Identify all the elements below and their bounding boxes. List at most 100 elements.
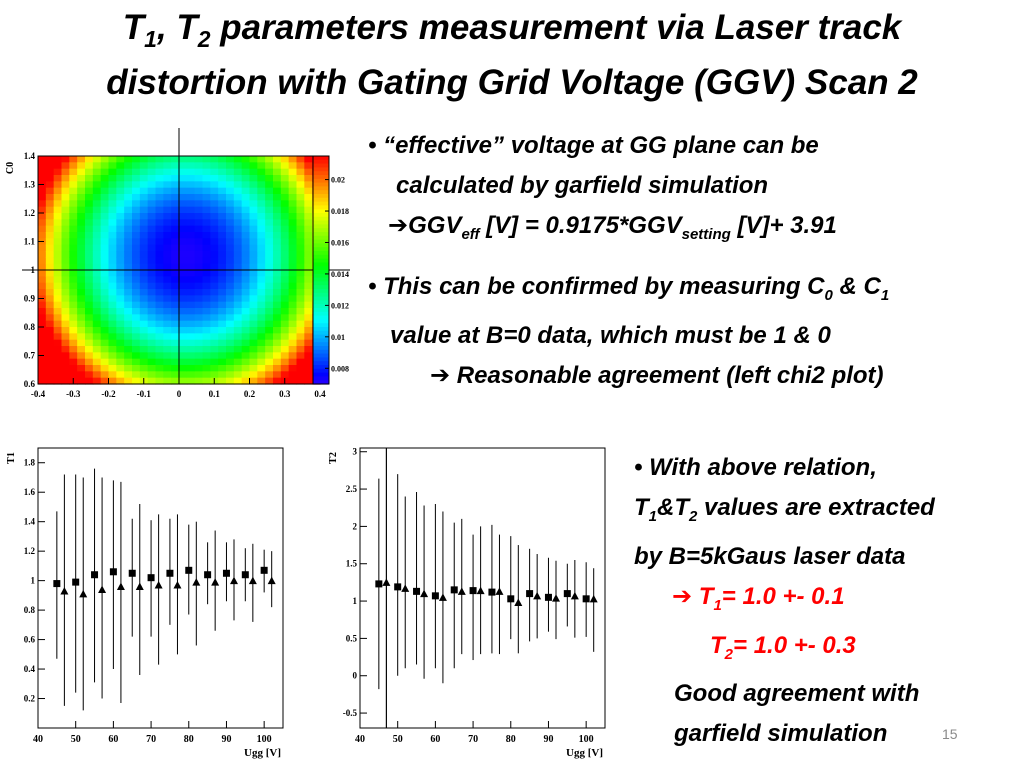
page-number: 15	[942, 726, 958, 742]
heatmap-cell	[202, 181, 211, 189]
heatmap-cell	[61, 232, 70, 239]
heatmap-cell	[296, 238, 305, 246]
heatmap-cell	[186, 181, 196, 189]
heatmap-cell	[186, 156, 196, 163]
heatmap-cell	[132, 219, 141, 227]
heatmap-cell	[265, 225, 274, 233]
heatmap-cell	[139, 232, 149, 239]
heatmap-cell	[202, 156, 211, 163]
heatmap-cell	[304, 320, 313, 328]
heatmap-cell	[233, 156, 243, 163]
heatmap-cell	[249, 244, 258, 252]
heatmap-cell	[139, 162, 149, 170]
heatmap-cell	[108, 333, 117, 341]
colorbar-segment	[313, 213, 329, 218]
heatmap-cell	[194, 263, 204, 271]
heatmap-cell	[77, 200, 86, 208]
heatmap-cell	[304, 346, 313, 353]
heatmap-cell	[100, 168, 110, 176]
heatmap-cell	[77, 213, 86, 220]
heatmap-cell	[100, 358, 110, 366]
heatmap-cell	[38, 289, 47, 296]
heatmap-cell	[163, 162, 172, 170]
heatmap-cell	[100, 365, 110, 372]
heatmap-cell	[38, 232, 47, 239]
heatmap-cell	[147, 219, 157, 227]
heatmap-cell	[273, 194, 282, 201]
heatmap-cell	[45, 225, 55, 233]
heatmap-cell	[218, 308, 227, 315]
heatmap-cell	[69, 232, 78, 239]
heatmap-cell	[61, 175, 70, 182]
heatmap-cell	[241, 270, 251, 277]
heatmap-cell	[92, 162, 102, 170]
heatmap-cell	[69, 333, 78, 341]
heatmap-cell	[241, 225, 251, 233]
heatmap-cell	[155, 365, 164, 372]
heatmap-cell	[257, 200, 266, 208]
heatmap-cell	[108, 289, 117, 296]
y-tick-label: 1.3	[24, 180, 36, 190]
heatmap-cell	[202, 263, 211, 271]
heatmap-cell	[273, 238, 282, 246]
heatmap-cell	[100, 308, 110, 315]
y-tick-label: 0.6	[24, 379, 36, 389]
heatmap-cell	[45, 244, 55, 252]
heatmap-cell	[273, 289, 282, 296]
colorbar-segment	[313, 323, 329, 328]
heatmap-cell	[92, 225, 102, 233]
colorbar-segment	[313, 171, 329, 176]
heatmap-cell	[265, 156, 274, 163]
heatmap-cell	[179, 213, 188, 220]
heatmap-cell	[265, 162, 274, 170]
heatmap-cell	[226, 352, 235, 360]
heatmap-cell	[304, 327, 313, 334]
heatmap-cell	[132, 168, 141, 176]
heatmap-cell	[53, 232, 63, 239]
heatmap-cell	[265, 327, 274, 334]
heatmap-cell	[265, 352, 274, 360]
colorbar-segment	[313, 178, 329, 184]
heatmap-cell	[100, 289, 110, 296]
heatmap-cell	[226, 282, 235, 290]
heatmap-cell	[69, 187, 78, 195]
y-tick-label: 0.7	[24, 351, 36, 361]
heatmap-cell	[210, 333, 219, 341]
heatmap-cell	[241, 301, 251, 309]
t2-symbol: &T	[657, 494, 690, 521]
heatmap-cell	[280, 365, 290, 372]
heatmap-cell	[100, 244, 110, 252]
heatmap-cell	[249, 219, 258, 227]
heatmap-cell	[100, 339, 110, 347]
heatmap-cell	[179, 320, 188, 328]
heatmap-cell	[171, 289, 180, 296]
heatmap-cell	[45, 301, 55, 309]
heatmap-cell	[273, 232, 282, 239]
t1-result-symbol: T	[692, 582, 714, 610]
heatmap-cell	[124, 244, 133, 252]
bullet2-line1: • This can be confirmed by measuring C0 …	[368, 267, 889, 316]
heatmap-cell	[171, 175, 180, 182]
heatmap-cell	[69, 181, 78, 189]
heatmap-cell	[69, 289, 78, 296]
heatmap-cell	[92, 238, 102, 246]
heatmap-cell	[100, 263, 110, 271]
heatmap-cell	[147, 282, 157, 290]
heatmap-cell	[155, 156, 164, 163]
heatmap-cell	[116, 251, 125, 258]
heatmap-cell	[210, 282, 219, 290]
heatmap-cell	[38, 225, 47, 233]
heatmap-cell	[124, 181, 133, 189]
heatmap-cell	[45, 232, 55, 239]
heatmap-cell	[241, 162, 251, 170]
heatmap-cell	[132, 327, 141, 334]
heatmap-cell	[45, 219, 55, 227]
heatmap-cell	[53, 352, 63, 360]
colorbar-segment	[313, 300, 329, 305]
heatmap-cell	[92, 308, 102, 315]
heatmap-cell	[139, 238, 149, 246]
heatmap-cell	[233, 308, 243, 315]
heatmap-cell	[249, 206, 258, 214]
heatmap-cell	[226, 295, 235, 303]
heatmap-cell	[186, 162, 196, 170]
